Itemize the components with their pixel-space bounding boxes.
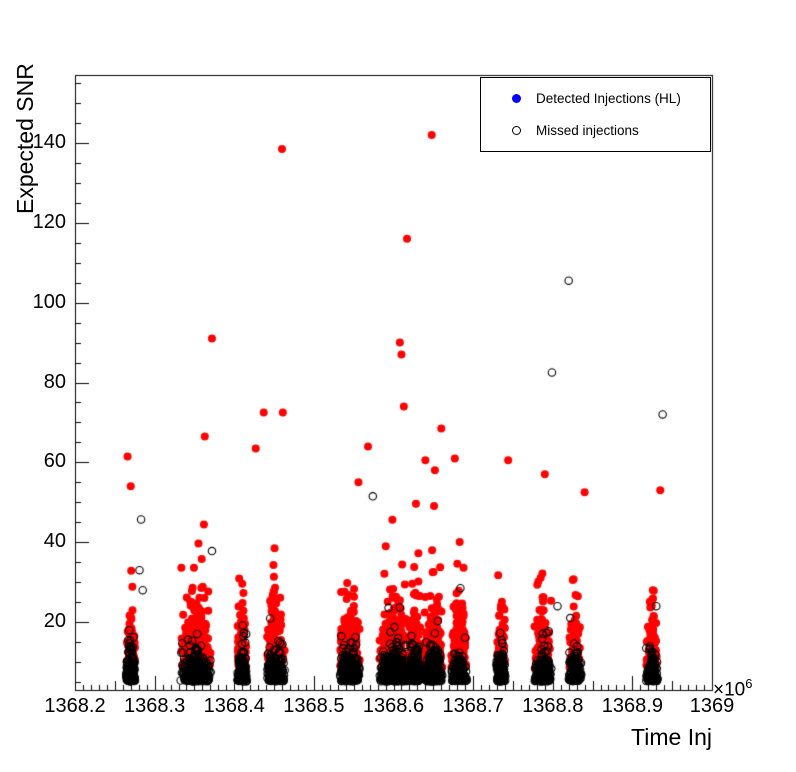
legend-entry-detected: Detected Injections (HL) [481,84,710,112]
legend-label-detected: Detected Injections (HL) [536,90,681,106]
open-circle-icon [512,126,521,136]
x-axis-multiplier: ×106 [713,676,752,701]
x-axis-multiplier-base: ×10 [713,679,746,701]
legend: Detected Injections (HL) Missed injectio… [480,77,711,152]
legend-label-missed: Missed injections [536,123,639,139]
x-axis-title: Time Inj [631,724,712,750]
legend-entry-missed: Missed injections [481,117,710,145]
x-axis-multiplier-exponent: 6 [745,676,753,691]
y-axis-title: Expected SNR [12,63,38,214]
filled-circle-icon [512,93,521,103]
